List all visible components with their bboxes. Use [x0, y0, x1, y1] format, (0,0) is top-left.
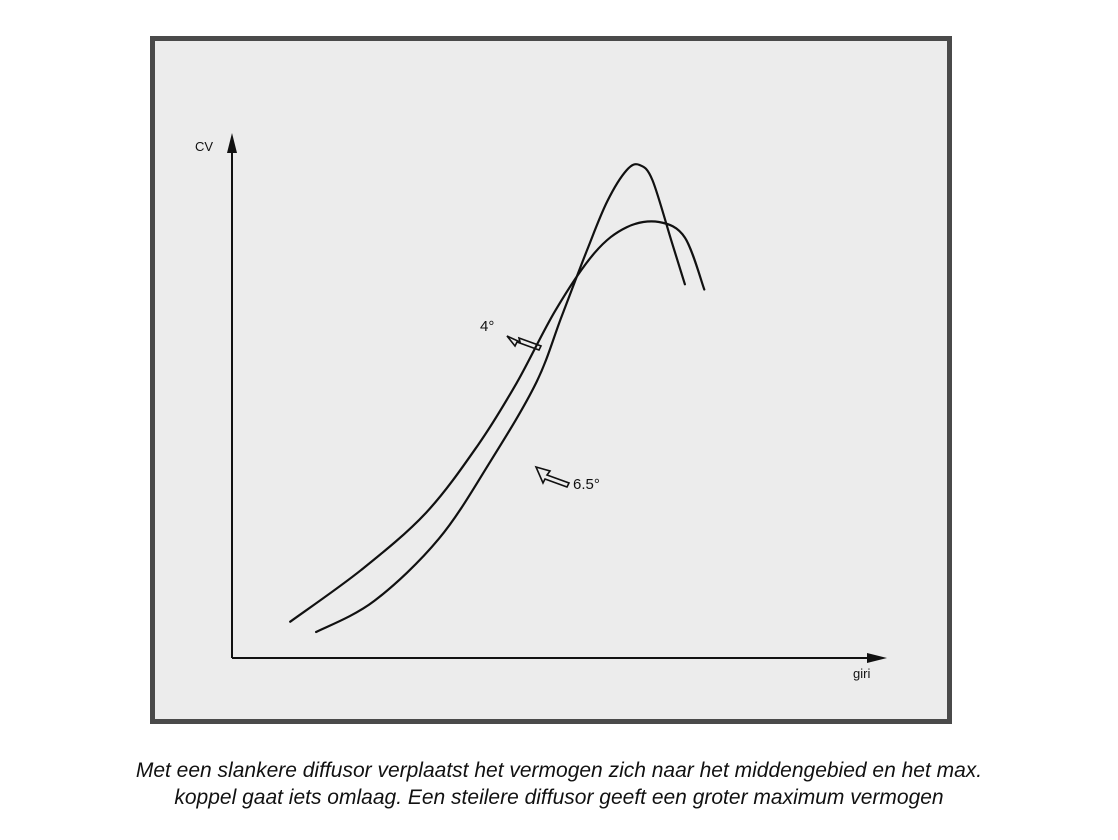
annotations: 4° 6.5°	[480, 318, 600, 493]
series-label-4: 4°	[480, 318, 494, 335]
series-line-4-deg	[289, 220, 706, 623]
x-axis-label: giri	[853, 666, 870, 681]
figure-caption: Met een slankere diffusor verplaatst het…	[0, 757, 1118, 811]
chart: CV giri 4° 6.5°	[195, 133, 887, 681]
series-4-arrow	[506, 335, 543, 351]
caption-line-1: Met een slankere diffusor verplaatst het…	[135, 759, 983, 782]
series-line-6-5-deg	[315, 163, 686, 634]
y-axis-label: CV	[195, 139, 213, 154]
caption-line-2: koppel gaat iets omlaag. Een steilere di…	[174, 786, 944, 809]
figure-frame: CV giri 4° 6.5°	[150, 36, 952, 724]
series-6-5-arrow	[534, 465, 571, 488]
series-label-6-5: 6.5°	[573, 476, 600, 493]
x-axis-arrowhead	[867, 653, 887, 663]
axes: CV giri	[195, 133, 887, 681]
series-layer	[289, 163, 706, 634]
y-axis-arrowhead	[227, 133, 237, 153]
